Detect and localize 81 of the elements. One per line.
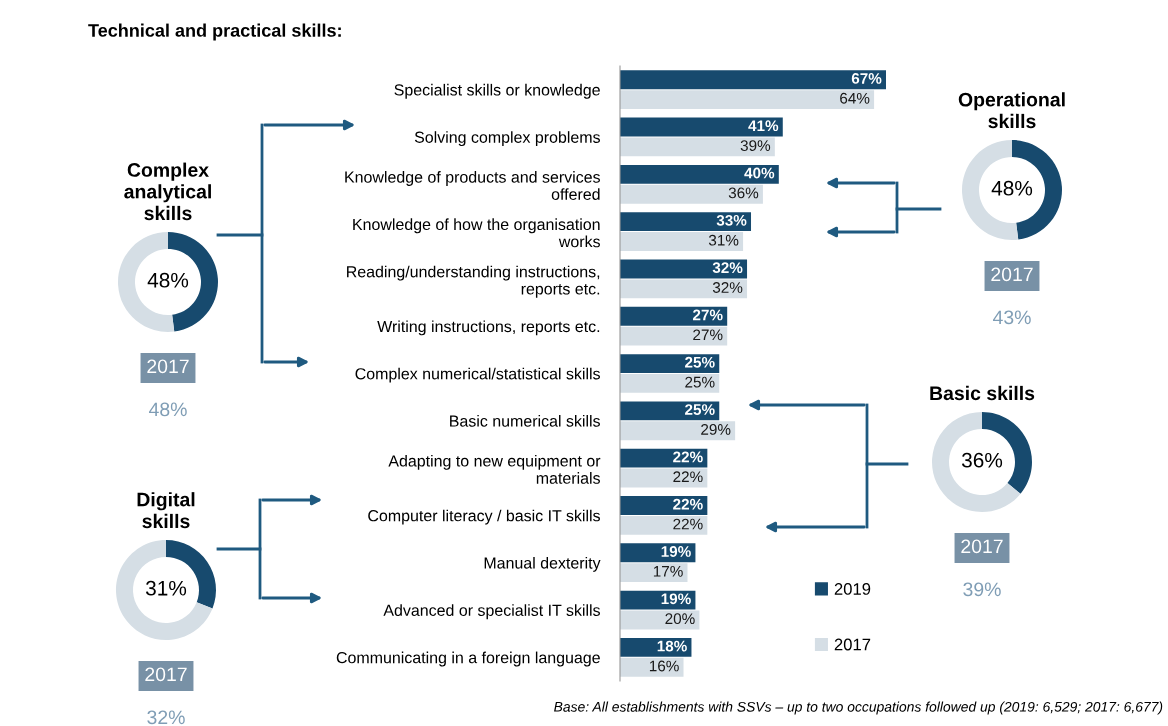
legend-label: 2019 xyxy=(834,583,871,595)
text: 32% xyxy=(147,710,185,725)
y-tick-label: Basic numerical skills xyxy=(450,415,600,427)
bar xyxy=(620,496,708,515)
bar xyxy=(620,279,748,299)
bar xyxy=(620,70,886,90)
text: 43% xyxy=(992,310,1031,325)
y-tick-label: Adapting to new equipment or materials xyxy=(388,454,601,484)
data-label: 40% xyxy=(744,167,775,179)
data-label: 19% xyxy=(661,593,691,605)
bar xyxy=(620,515,708,535)
data-label: 67% xyxy=(851,73,882,84)
text: Technical and practical skills: xyxy=(88,23,341,41)
bar xyxy=(620,421,736,441)
data-label: 31% xyxy=(708,234,739,246)
text: 31% xyxy=(145,580,187,596)
bar xyxy=(620,563,688,583)
data-label: 25% xyxy=(685,404,715,415)
data-label: 39% xyxy=(740,140,771,151)
text: 48% xyxy=(991,180,1033,196)
text: 39% xyxy=(963,582,1001,597)
chart-title: Basic skills xyxy=(930,385,1035,401)
data-label: 16% xyxy=(649,660,679,672)
data-label: 18% xyxy=(657,640,687,652)
bar xyxy=(620,90,875,110)
y-tick-label: Communicating in a foreign language xyxy=(336,651,600,667)
text: 2017 xyxy=(991,267,1033,282)
data-label: 32% xyxy=(712,282,743,293)
y-tick-label: Specialist skills or knowledge xyxy=(394,83,600,99)
data-label: 36% xyxy=(728,187,759,199)
data-label: 41% xyxy=(748,120,779,132)
data-label: 64% xyxy=(840,92,870,104)
bar xyxy=(620,354,720,373)
chart-title: Operational skills xyxy=(958,92,1065,129)
data-label: 27% xyxy=(693,329,723,341)
donut-slice xyxy=(932,412,1021,512)
data-label: 20% xyxy=(665,613,695,625)
y-tick-label: Complex numerical/statistical skills xyxy=(355,367,600,383)
text: 2017 xyxy=(147,359,189,374)
data-label: 29% xyxy=(701,424,731,435)
legend-label: 2017 xyxy=(834,638,871,651)
bar xyxy=(620,374,720,393)
data-label: 25% xyxy=(685,356,715,368)
y-tick-label: Computer literacy / basic IT skills xyxy=(368,509,600,525)
bar xyxy=(620,164,779,184)
bar xyxy=(620,306,728,326)
y-tick-label: Solving complex problems xyxy=(414,131,600,147)
text: 36% xyxy=(961,452,1003,468)
text: 2017 xyxy=(145,667,187,682)
bar xyxy=(620,657,684,677)
data-label: 25% xyxy=(685,376,715,388)
bar xyxy=(620,232,744,251)
y-tick-label: Knowledge of products and services offered xyxy=(345,171,600,200)
text: 2017 xyxy=(961,539,1003,554)
chart-title: Digital skills xyxy=(137,492,195,529)
donut-slice xyxy=(116,540,213,640)
data-label: 27% xyxy=(692,309,723,321)
text: Base: All establishments with SSVs – up to two occupations followed up (2019: 6,529; 2017: 6,677) xyxy=(554,701,1163,715)
y-tick-label: Advanced or specialist IT skills xyxy=(383,604,600,620)
data-label: 19% xyxy=(661,546,691,557)
bar xyxy=(620,117,783,137)
bar xyxy=(620,448,708,468)
data-label: 32% xyxy=(712,262,743,274)
data-label: 22% xyxy=(673,498,703,510)
data-label: 22% xyxy=(673,471,703,483)
bar xyxy=(620,401,720,421)
y-tick-label: Writing instructions, reports etc. xyxy=(377,320,600,336)
data-label: 33% xyxy=(716,214,747,226)
bar xyxy=(620,137,775,157)
text: 48% xyxy=(147,272,189,288)
text: 48% xyxy=(148,402,187,417)
chart-title: Complex analytical skills xyxy=(124,162,211,221)
bar xyxy=(620,212,752,232)
bar xyxy=(620,326,728,346)
y-tick-label: Knowledge of how the organisation works xyxy=(353,218,600,248)
data-label: 17% xyxy=(653,566,683,577)
y-tick-label: Reading/understanding instructions, reports etc. xyxy=(347,265,600,298)
y-tick-label: Manual dexterity xyxy=(484,556,601,572)
data-label: 22% xyxy=(673,451,703,463)
bar xyxy=(620,184,763,204)
data-label: 22% xyxy=(673,518,703,530)
